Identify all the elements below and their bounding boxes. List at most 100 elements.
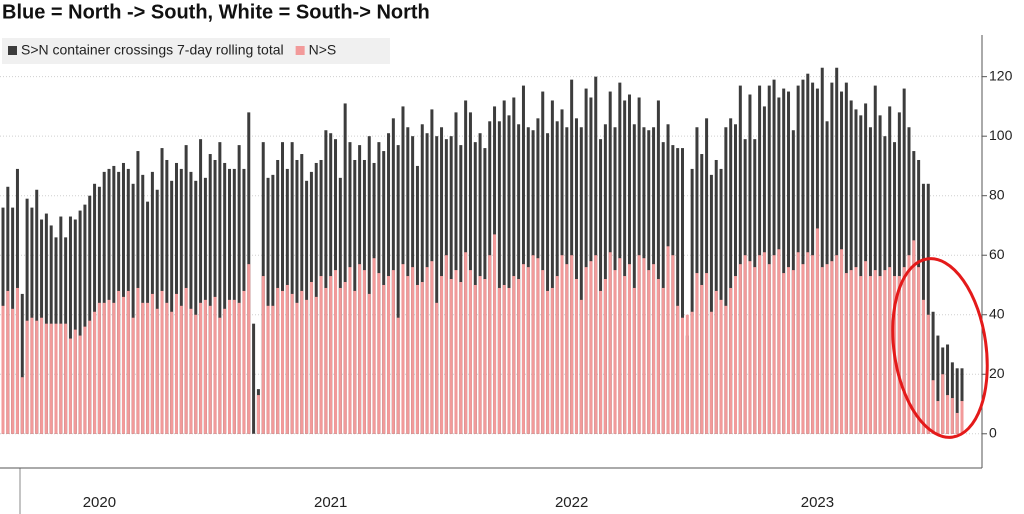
bar [700, 284, 704, 434]
bar [791, 270, 795, 434]
bar [377, 273, 381, 434]
bar [396, 145, 400, 434]
bar [430, 261, 434, 434]
bar [6, 290, 10, 434]
bar [497, 121, 501, 434]
bar [25, 198, 29, 434]
bar [685, 314, 689, 434]
bar [849, 100, 853, 434]
bar [946, 344, 950, 434]
bar [811, 255, 815, 434]
bar [782, 273, 786, 434]
bar [801, 79, 805, 434]
bar [25, 320, 29, 434]
bar [334, 270, 338, 434]
bar [676, 148, 680, 434]
bar [565, 264, 569, 434]
bar [35, 189, 39, 434]
bar [117, 290, 121, 434]
bar [950, 398, 954, 434]
bar [382, 284, 386, 434]
bar [102, 171, 106, 434]
bar [179, 168, 183, 434]
bar [661, 287, 665, 434]
bar [179, 305, 183, 434]
bar [820, 267, 824, 434]
y-tick-label: 100 [989, 127, 1013, 143]
bar [391, 270, 395, 434]
y-tick-label: 80 [989, 186, 1005, 202]
bar [709, 174, 713, 434]
bar [324, 287, 328, 434]
bar [546, 133, 550, 434]
bar [690, 311, 694, 434]
bar [787, 91, 791, 434]
bar [868, 276, 872, 434]
bar [237, 145, 241, 434]
bar [594, 255, 598, 434]
bar [835, 255, 839, 434]
bar [854, 267, 858, 434]
bar [435, 136, 439, 434]
bar [232, 299, 236, 434]
bar [102, 302, 106, 434]
bar [599, 139, 603, 434]
x-tick-label: 2022 [555, 494, 588, 511]
bar [507, 287, 511, 434]
bar [97, 302, 101, 434]
bar [387, 276, 391, 434]
bar [507, 115, 511, 434]
bar [806, 252, 810, 434]
bar [526, 267, 530, 434]
bar [372, 258, 376, 434]
bar [189, 308, 193, 434]
bar [401, 264, 405, 434]
bar [15, 287, 19, 434]
bar [488, 255, 492, 434]
bar [888, 267, 892, 434]
bar [873, 270, 877, 434]
y-tick-label: 40 [989, 305, 1005, 321]
bar [319, 276, 323, 434]
bar [787, 267, 791, 434]
bar [20, 377, 24, 434]
bar [295, 302, 299, 434]
bar [656, 279, 660, 434]
bar [218, 142, 222, 434]
bar [165, 302, 169, 434]
bar [613, 270, 617, 434]
bar [603, 279, 607, 434]
bar [242, 290, 246, 434]
bar [88, 195, 92, 434]
bar [208, 154, 212, 434]
bar [579, 127, 583, 434]
bar [676, 305, 680, 434]
bar [266, 305, 270, 434]
bar [936, 401, 940, 434]
bar [68, 216, 72, 434]
bar [290, 142, 294, 434]
bar [864, 261, 868, 434]
bar [11, 308, 15, 434]
bar [815, 228, 819, 434]
bar [671, 255, 675, 434]
legend-label: N>S [309, 42, 337, 58]
bar [473, 284, 477, 434]
bar [632, 287, 636, 434]
bar [208, 305, 212, 434]
bar [897, 112, 901, 434]
bar [782, 88, 786, 434]
bar [425, 267, 429, 434]
bar [550, 100, 554, 434]
bar [199, 302, 203, 434]
bar [131, 317, 135, 434]
bar [955, 368, 959, 434]
bar [931, 311, 935, 434]
bar [729, 118, 733, 434]
bar [136, 287, 140, 434]
bar [459, 282, 463, 434]
bar [521, 264, 525, 434]
bar [618, 258, 622, 434]
bar [126, 290, 130, 434]
